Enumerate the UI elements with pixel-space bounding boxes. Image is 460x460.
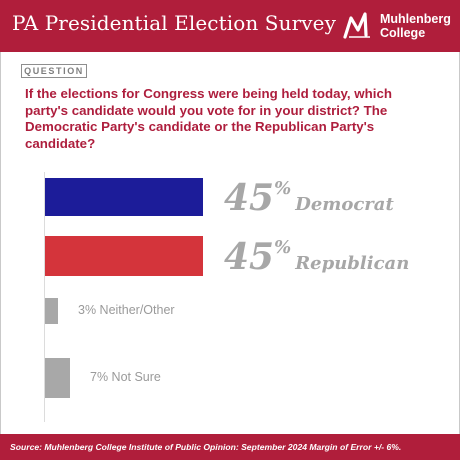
data-label-not-sure: 7% Not Sure	[90, 370, 161, 384]
college-logo-text: Muhlenberg College	[380, 12, 451, 40]
bar-republican	[45, 236, 203, 276]
chart-axis-line	[44, 172, 45, 422]
footer-banner: Source: Muhlenberg College Institute of …	[0, 434, 460, 460]
page-title: PA Presidential Election Survey	[12, 11, 336, 35]
category-label: Republican	[295, 253, 410, 274]
bar-neither-other	[45, 298, 58, 324]
source-note: Source: Muhlenberg College Institute of …	[10, 442, 402, 452]
category-label: Democrat	[295, 194, 394, 215]
header-banner: PA Presidential Election Survey Muhlenbe…	[0, 0, 460, 52]
logo-line-1: Muhlenberg	[380, 12, 451, 26]
college-logo-icon	[343, 12, 370, 39]
bar-democrat	[45, 178, 203, 216]
data-label-percent-sign: %	[274, 178, 292, 199]
data-label-democrat: 45%Democrat	[224, 177, 394, 219]
data-label-value: 45	[224, 236, 275, 278]
data-label-republican: 45%Republican	[224, 236, 409, 278]
question-tag: QUESTION	[21, 64, 87, 78]
data-label-neither-other: 3% Neither/Other	[78, 303, 175, 317]
logo-line-2: College	[380, 26, 426, 40]
bar-not-sure	[45, 358, 70, 398]
data-label-value: 45	[224, 177, 275, 219]
data-label-percent-sign: %	[274, 237, 292, 258]
question-text: If the elections for Congress were being…	[25, 86, 392, 151]
